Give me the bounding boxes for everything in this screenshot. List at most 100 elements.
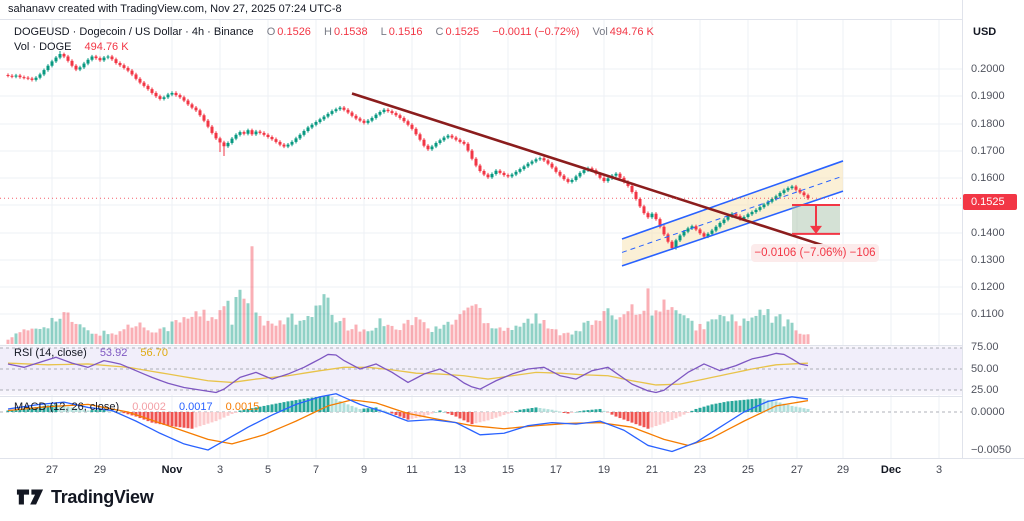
volume-bar [286, 317, 290, 344]
volume-bar [214, 319, 218, 344]
candle-body [174, 92, 178, 96]
volume-bar [322, 294, 326, 344]
candle-body [158, 96, 162, 99]
candle-body [698, 229, 702, 234]
time-tick: 27 [45, 464, 59, 476]
candle-body [402, 117, 406, 122]
volume-bar [658, 311, 662, 344]
macd-histogram-bar [406, 412, 410, 420]
volume-bar [522, 322, 526, 344]
candle-body [350, 112, 354, 116]
macd-histogram-bar [682, 412, 686, 415]
macd-histogram-bar [666, 412, 670, 422]
candle-body [758, 207, 762, 210]
volume-bar [158, 328, 162, 344]
time-tick: 25 [741, 464, 755, 476]
volume-bar [762, 315, 766, 344]
volume-bar [22, 329, 26, 344]
volume-bar [678, 313, 682, 344]
macd-line-value: 0.0017 [178, 401, 213, 413]
candle-body [82, 63, 86, 68]
macd-histogram-bar [554, 410, 558, 412]
macd-histogram-bar [626, 412, 630, 422]
macd-histogram-bar [62, 405, 66, 412]
symbol-legend[interactable]: DOGEUSD · Dogecoin / US Dollar · 4h · Bi… [14, 26, 656, 38]
volume-bar [446, 321, 450, 344]
candle-body [326, 113, 330, 117]
candle-body [662, 226, 666, 235]
price-axis[interactable]: USD 0.20000.19000.18000.17000.16000.1500… [962, 0, 1024, 458]
macd-histogram-bar [794, 406, 798, 412]
rsi-legend[interactable]: RSI (14, close) 53.92 56.70 [14, 347, 170, 359]
candle-body [390, 111, 394, 114]
volume-bar [18, 332, 22, 344]
currency-toggle[interactable]: USD [973, 26, 997, 38]
time-axis[interactable]: 27 29 Nov 3 5 7 9 11 13 15 17 19 21 23 25 27 29 Dec 3 [0, 458, 1024, 481]
volume-bar [258, 315, 262, 344]
volume-bar [390, 325, 394, 344]
volume-bar [706, 321, 710, 344]
volume-bar [174, 320, 178, 344]
candle-body [10, 75, 14, 77]
macd-histogram-bar [550, 409, 554, 412]
volume-bar [386, 324, 390, 344]
macd-histogram-bar [606, 412, 610, 413]
macd-histogram-bar [394, 412, 398, 416]
volume-bar [190, 316, 194, 344]
macd-histogram-bar [210, 412, 214, 423]
macd-histogram-bar [718, 402, 722, 412]
macd-histogram-bar [382, 410, 386, 412]
macd-histogram-bar [770, 400, 774, 412]
candle-body [178, 95, 182, 98]
candle-body [490, 173, 494, 178]
volume-bar [230, 324, 234, 344]
volume-bar [574, 330, 578, 344]
candle-body [538, 158, 542, 160]
volume-bar [202, 309, 206, 344]
volume-legend[interactable]: Vol · DOGE 494.76 K [14, 41, 131, 53]
volume-study-value: 494.76 K [84, 41, 129, 53]
volume-bar [234, 297, 238, 344]
macd-legend[interactable]: MACD (12, 26, close) 0.0002 0.0017 0.001… [14, 401, 261, 413]
price-tick: 0.1200 [971, 281, 1005, 293]
volume-bar [370, 330, 374, 344]
time-tick: 23 [693, 464, 707, 476]
time-tick: 5 [264, 464, 272, 476]
macd-histogram-bar [126, 412, 130, 415]
macd-histogram-bar [122, 412, 126, 414]
macd-histogram-bar [458, 412, 462, 419]
candle-body [234, 134, 238, 139]
candle-body [314, 122, 318, 125]
volume-bar [194, 311, 198, 344]
candle-body [106, 56, 110, 58]
volume-bar [742, 318, 746, 344]
volume-bar [790, 322, 794, 344]
candle-body [690, 226, 694, 229]
candle-body [798, 189, 802, 193]
volume-bar [262, 325, 266, 344]
candle-body [442, 137, 446, 141]
macd-histogram-bar [558, 411, 562, 413]
macd-histogram-bar [366, 408, 370, 412]
time-tick: 29 [93, 464, 107, 476]
volume-bar [54, 321, 58, 344]
candle-body [394, 113, 398, 116]
volume-bar [118, 331, 122, 344]
candle-body [462, 141, 466, 144]
volume-bar [578, 331, 582, 344]
macd-histogram-bar [578, 411, 582, 413]
candle-body [14, 75, 18, 77]
candle-body [702, 233, 706, 237]
candle-body [426, 145, 430, 150]
candle-body [470, 150, 474, 159]
chart-canvas[interactable] [0, 0, 962, 458]
volume-bar [130, 327, 134, 344]
macd-histogram-bar [610, 412, 614, 415]
candle-body [618, 173, 622, 178]
volume-bar [114, 334, 118, 344]
volume-bar [278, 320, 282, 344]
macd-histogram-bar [418, 412, 422, 418]
candle-body [186, 100, 190, 105]
tradingview-logo[interactable]: TradingView [16, 486, 154, 508]
macd-histogram-bar [70, 407, 74, 412]
